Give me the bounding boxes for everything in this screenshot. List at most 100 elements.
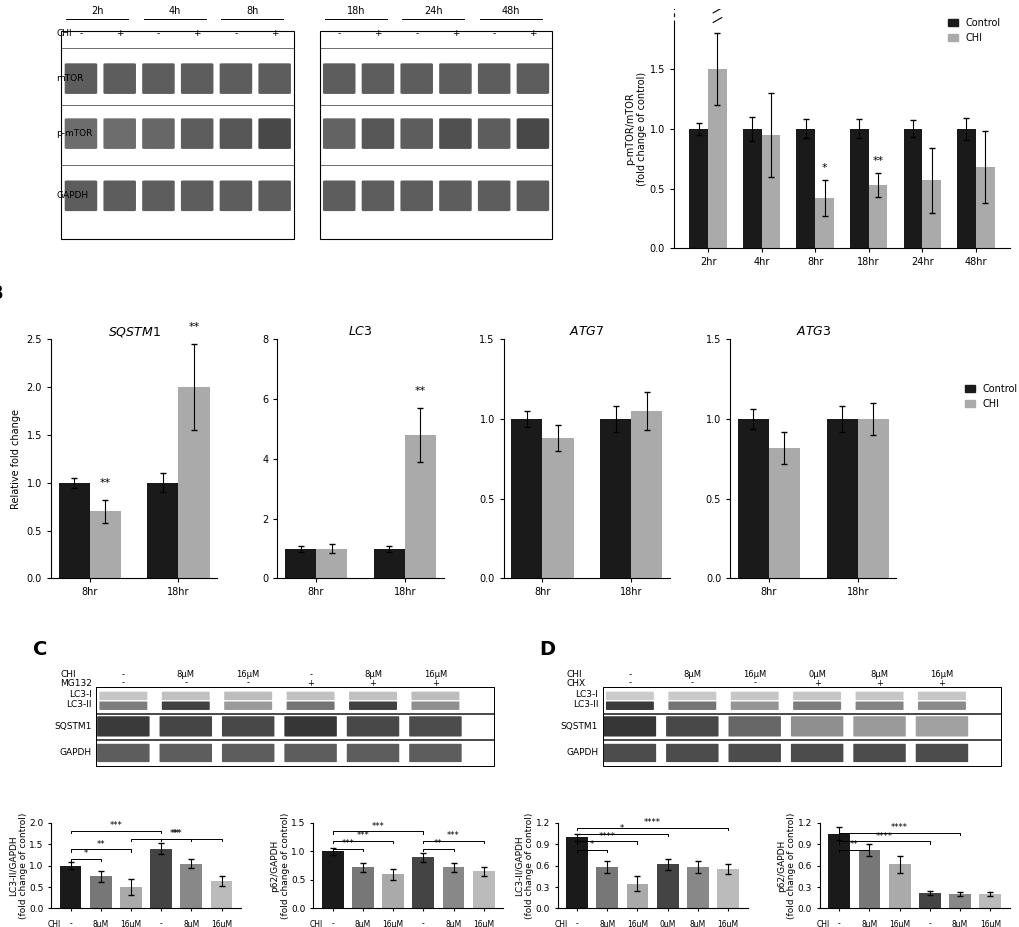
Text: 16μM: 16μM — [211, 920, 232, 927]
Text: -: - — [575, 920, 578, 927]
Text: -: - — [79, 29, 83, 38]
Text: +: + — [271, 29, 278, 38]
Text: *: * — [84, 849, 88, 858]
Text: +: + — [432, 679, 438, 688]
Bar — [716, 870, 738, 908]
Text: 16μM: 16μM — [236, 669, 260, 679]
Text: -: - — [690, 679, 693, 688]
Bar — [58, 483, 90, 578]
Text: -: - — [628, 669, 631, 679]
FancyBboxPatch shape — [667, 702, 715, 710]
Text: C: C — [33, 641, 47, 659]
FancyBboxPatch shape — [665, 717, 717, 737]
Text: ***: *** — [170, 830, 182, 838]
Bar — [284, 549, 316, 578]
FancyBboxPatch shape — [64, 119, 97, 149]
Bar — [211, 881, 232, 908]
FancyBboxPatch shape — [180, 63, 213, 94]
Text: 16μM: 16μM — [929, 669, 953, 679]
FancyBboxPatch shape — [665, 743, 717, 762]
Text: +: + — [116, 29, 123, 38]
Text: GAPDH: GAPDH — [56, 191, 89, 200]
Bar — [178, 387, 209, 578]
Bar — [761, 134, 780, 248]
Text: CHI: CHI — [56, 29, 71, 38]
Text: **: ** — [189, 322, 200, 332]
FancyBboxPatch shape — [97, 743, 150, 762]
Text: +: + — [369, 679, 376, 688]
Bar — [382, 874, 404, 908]
FancyBboxPatch shape — [917, 702, 965, 710]
Text: +: + — [875, 679, 882, 688]
FancyBboxPatch shape — [219, 63, 252, 94]
FancyBboxPatch shape — [348, 692, 396, 700]
Bar — [602, 687, 1000, 713]
FancyBboxPatch shape — [603, 717, 655, 737]
Text: 8μM: 8μM — [598, 920, 614, 927]
Bar — [825, 419, 857, 578]
Y-axis label: LC3-II/GAPDH
(fold change of control): LC3-II/GAPDH (fold change of control) — [8, 812, 28, 919]
Text: SQSTM1: SQSTM1 — [54, 722, 92, 730]
Text: +: + — [451, 29, 459, 38]
Bar — [949, 895, 970, 908]
Bar — [602, 687, 1000, 766]
Text: *: * — [620, 824, 624, 833]
Text: -: - — [160, 920, 162, 927]
FancyBboxPatch shape — [915, 717, 967, 737]
FancyBboxPatch shape — [517, 63, 548, 94]
FancyBboxPatch shape — [180, 181, 213, 211]
FancyBboxPatch shape — [362, 119, 394, 149]
Y-axis label: p-mTOR/mTOR
(fold change of control): p-mTOR/mTOR (fold change of control) — [625, 71, 646, 186]
FancyBboxPatch shape — [667, 692, 715, 700]
FancyBboxPatch shape — [103, 119, 136, 149]
Text: 8μM: 8μM — [689, 920, 705, 927]
FancyBboxPatch shape — [99, 702, 147, 710]
Text: 16μM: 16μM — [423, 669, 446, 679]
Text: -: - — [309, 669, 312, 679]
FancyBboxPatch shape — [346, 743, 398, 762]
Text: -: - — [331, 920, 334, 927]
Text: ***: *** — [446, 832, 460, 840]
Bar — [352, 868, 373, 908]
Bar — [473, 871, 494, 908]
FancyBboxPatch shape — [323, 63, 356, 94]
Bar — [322, 851, 343, 908]
Bar — [511, 419, 542, 578]
FancyBboxPatch shape — [478, 119, 510, 149]
Bar — [147, 483, 178, 578]
Text: ***: *** — [357, 832, 369, 840]
FancyBboxPatch shape — [517, 181, 548, 211]
Text: +: + — [374, 29, 381, 38]
Text: 8μM: 8μM — [951, 920, 967, 927]
FancyBboxPatch shape — [159, 717, 212, 737]
FancyBboxPatch shape — [853, 717, 905, 737]
Text: LC3-II: LC3-II — [573, 700, 598, 709]
FancyBboxPatch shape — [439, 181, 471, 211]
Text: **: ** — [871, 156, 882, 166]
Text: *: * — [821, 163, 826, 173]
Bar — [316, 549, 346, 578]
Text: GAPDH: GAPDH — [566, 748, 598, 757]
FancyBboxPatch shape — [603, 743, 655, 762]
Bar — [768, 448, 799, 578]
Bar — [921, 180, 941, 248]
FancyBboxPatch shape — [180, 119, 213, 149]
Text: 16μM: 16μM — [979, 920, 1000, 927]
FancyBboxPatch shape — [219, 181, 252, 211]
Bar — [96, 714, 494, 739]
Text: -: - — [247, 679, 250, 688]
Text: CHI: CHI — [816, 920, 829, 927]
Bar — [180, 864, 202, 908]
Text: -: - — [69, 920, 71, 927]
Text: 8μM: 8μM — [683, 669, 701, 679]
FancyBboxPatch shape — [162, 702, 210, 710]
Text: -: - — [337, 29, 340, 38]
Title: $\it{SQSTM1}$: $\it{SQSTM1}$ — [108, 324, 160, 338]
Bar — [827, 833, 849, 908]
FancyBboxPatch shape — [793, 702, 841, 710]
FancyBboxPatch shape — [103, 181, 136, 211]
Bar — [96, 687, 494, 766]
Text: LC3-I: LC3-I — [575, 691, 598, 699]
FancyBboxPatch shape — [286, 702, 334, 710]
FancyBboxPatch shape — [142, 181, 174, 211]
